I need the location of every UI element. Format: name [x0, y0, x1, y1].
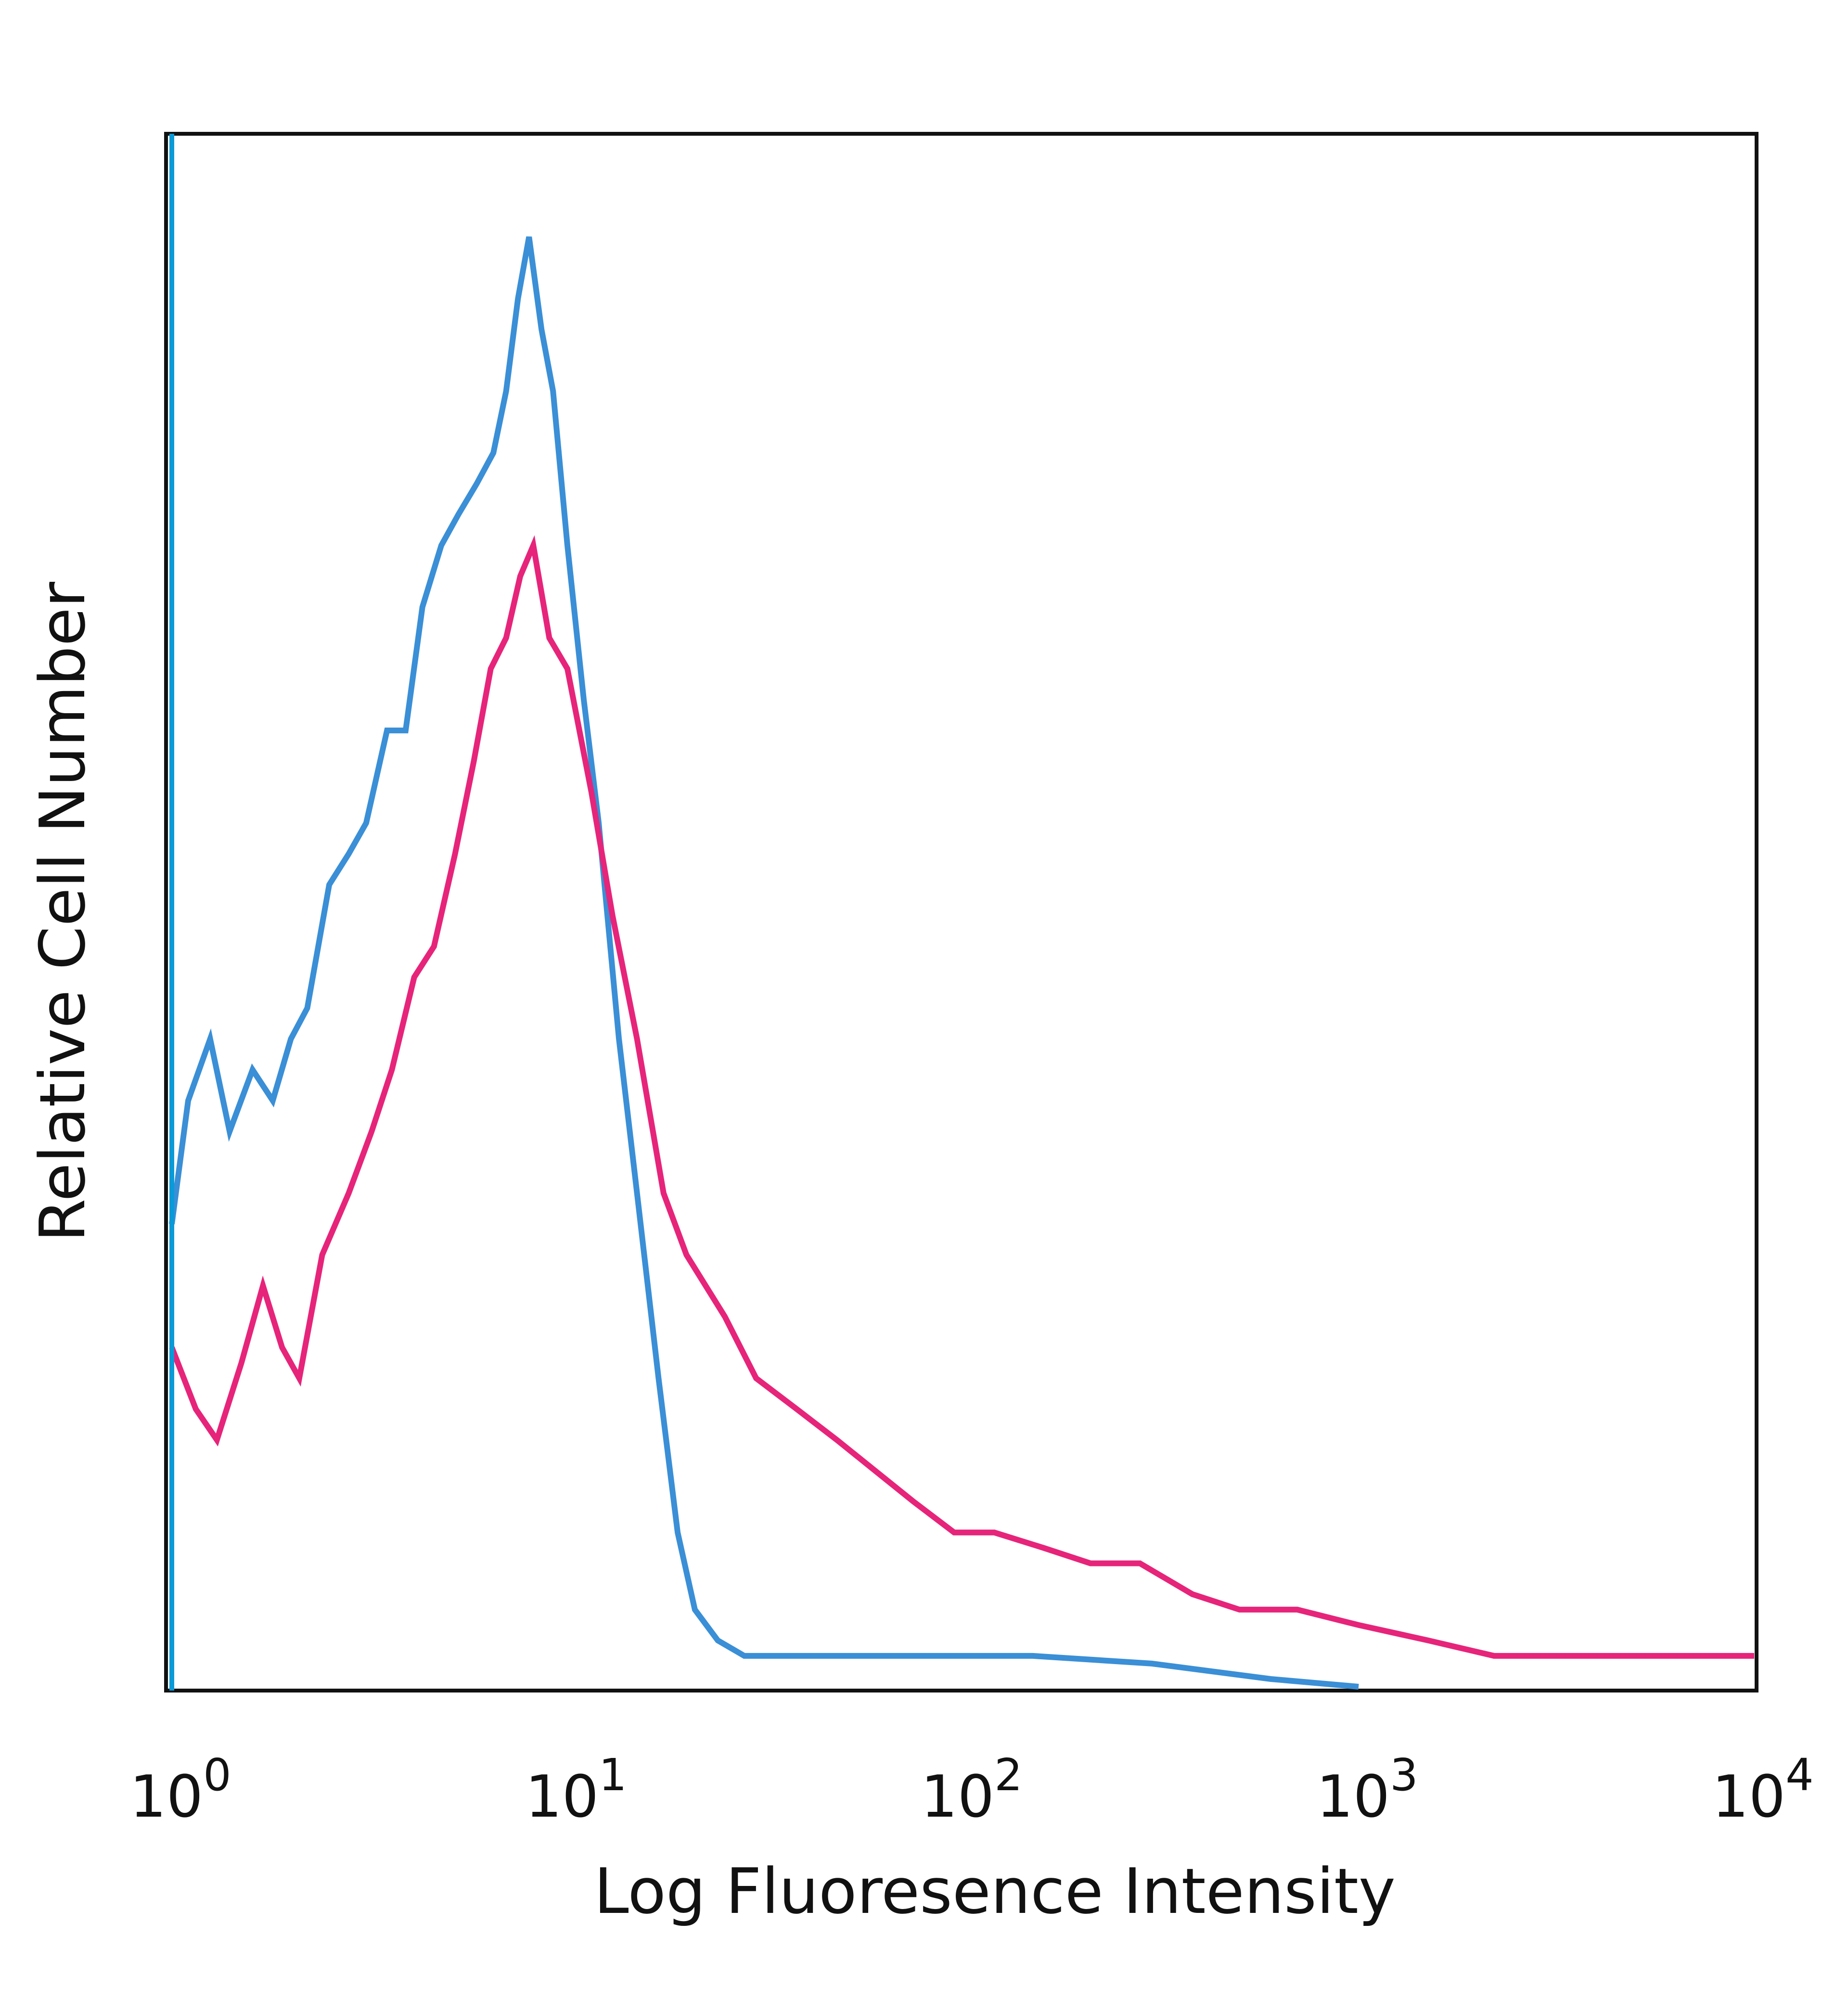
x-tick-label-1: 101: [525, 1749, 627, 1831]
plot-area: [164, 132, 1758, 1692]
x-tick-label-4: 104: [1712, 1749, 1813, 1831]
x-tick-label-0: 100: [129, 1749, 231, 1831]
series-2-line: [169, 535, 1754, 1659]
y-axis-title: Relative Cell Number: [26, 581, 99, 1242]
series-layer: [169, 236, 1754, 1690]
x-axis-title: Log Fluoresence Intensity: [594, 1855, 1396, 1928]
x-tick-label-2: 102: [921, 1749, 1022, 1831]
x-tick-layer: 100 101 102 103 104: [129, 1749, 1813, 1831]
x-tick-label-3: 103: [1316, 1749, 1418, 1831]
series-1-line: [169, 236, 1359, 1690]
